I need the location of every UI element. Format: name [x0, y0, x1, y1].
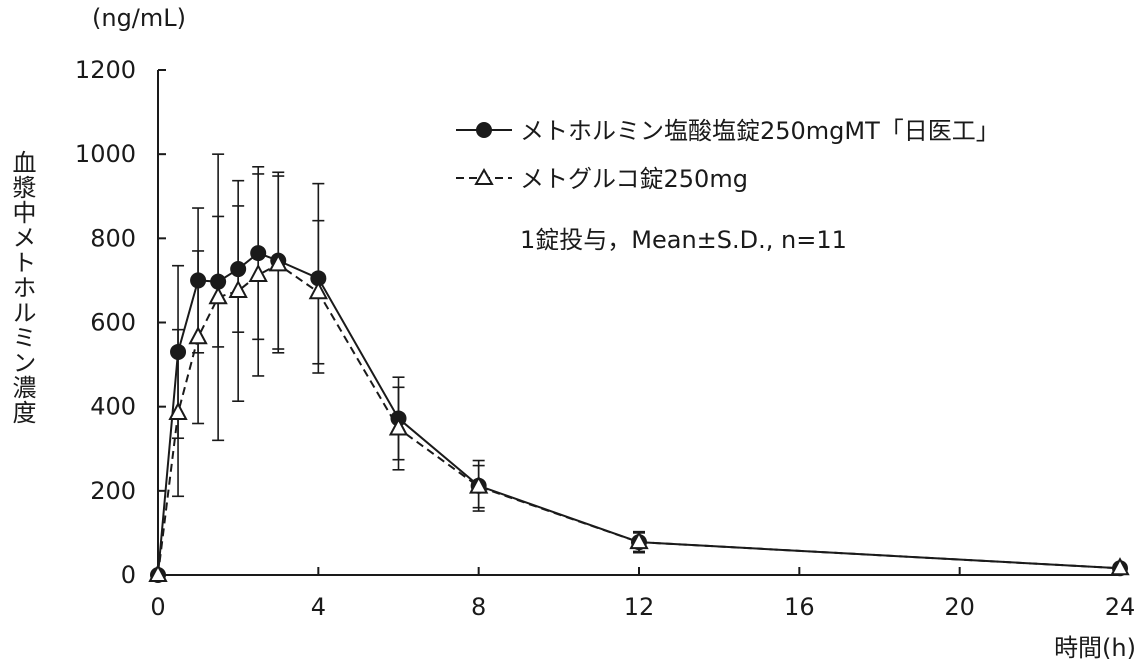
x-tick-label: 4 — [311, 593, 326, 621]
y-tick-label: 400 — [90, 393, 136, 421]
y-tick-label: 0 — [121, 561, 136, 589]
x-tick-label: 8 — [471, 593, 486, 621]
legend-marker-series-1 — [476, 122, 492, 138]
x-tick-label: 16 — [784, 593, 815, 621]
data-point — [468, 475, 489, 494]
data-point — [208, 286, 228, 305]
plot-area — [148, 153, 1130, 583]
x-tick-label: 12 — [624, 593, 655, 621]
x-tick-label: 20 — [944, 593, 975, 621]
y-tick-label: 600 — [90, 309, 136, 337]
y-tick-label: 800 — [90, 224, 136, 252]
legend-item-series-1: メトホルミン塩酸塩錠250mgMT「日医工」 — [456, 117, 1000, 145]
legend-label-series-2: メトグルコ錠250mg — [520, 165, 748, 193]
data-point — [188, 326, 208, 345]
series-2 — [148, 153, 1130, 582]
y-tick-label: 200 — [90, 477, 136, 505]
series-line — [157, 251, 1121, 576]
series-line — [157, 263, 1121, 576]
x-tick-label: 24 — [1105, 593, 1136, 621]
axes: 0 200 400 600 800 1000 1200 0 4 8 12 16 20 24 — [75, 56, 1135, 621]
data-point — [388, 417, 409, 436]
legend: メトホルミン塩酸塩錠250mgMT「日医工」 メトグルコ錠250mg — [456, 117, 1000, 193]
y-tick-label: 1000 — [75, 140, 136, 168]
data-point — [629, 531, 649, 550]
data-point — [228, 279, 248, 298]
x-axis-title: 時間(h) — [1054, 634, 1136, 662]
data-point — [148, 563, 168, 582]
data-point — [248, 263, 268, 282]
data-point — [268, 253, 288, 272]
y-tick-label: 1200 — [75, 56, 136, 84]
y-axis-title: 血漿中メトホルミン濃度 — [8, 150, 36, 425]
y-axis-unit: (ng/mL) — [92, 4, 186, 32]
legend-label-series-1: メトホルミン塩酸塩錠250mgMT「日医工」 — [520, 117, 1000, 145]
data-point — [308, 281, 329, 300]
chart-annotation: 1錠投与，Mean±S.D., n=11 — [520, 226, 847, 254]
legend-marker-series-2 — [474, 167, 494, 185]
x-tick-label: 0 — [150, 593, 165, 621]
legend-item-series-2: メトグルコ錠250mg — [456, 165, 748, 193]
data-point — [168, 401, 188, 420]
data-point — [1110, 557, 1130, 576]
